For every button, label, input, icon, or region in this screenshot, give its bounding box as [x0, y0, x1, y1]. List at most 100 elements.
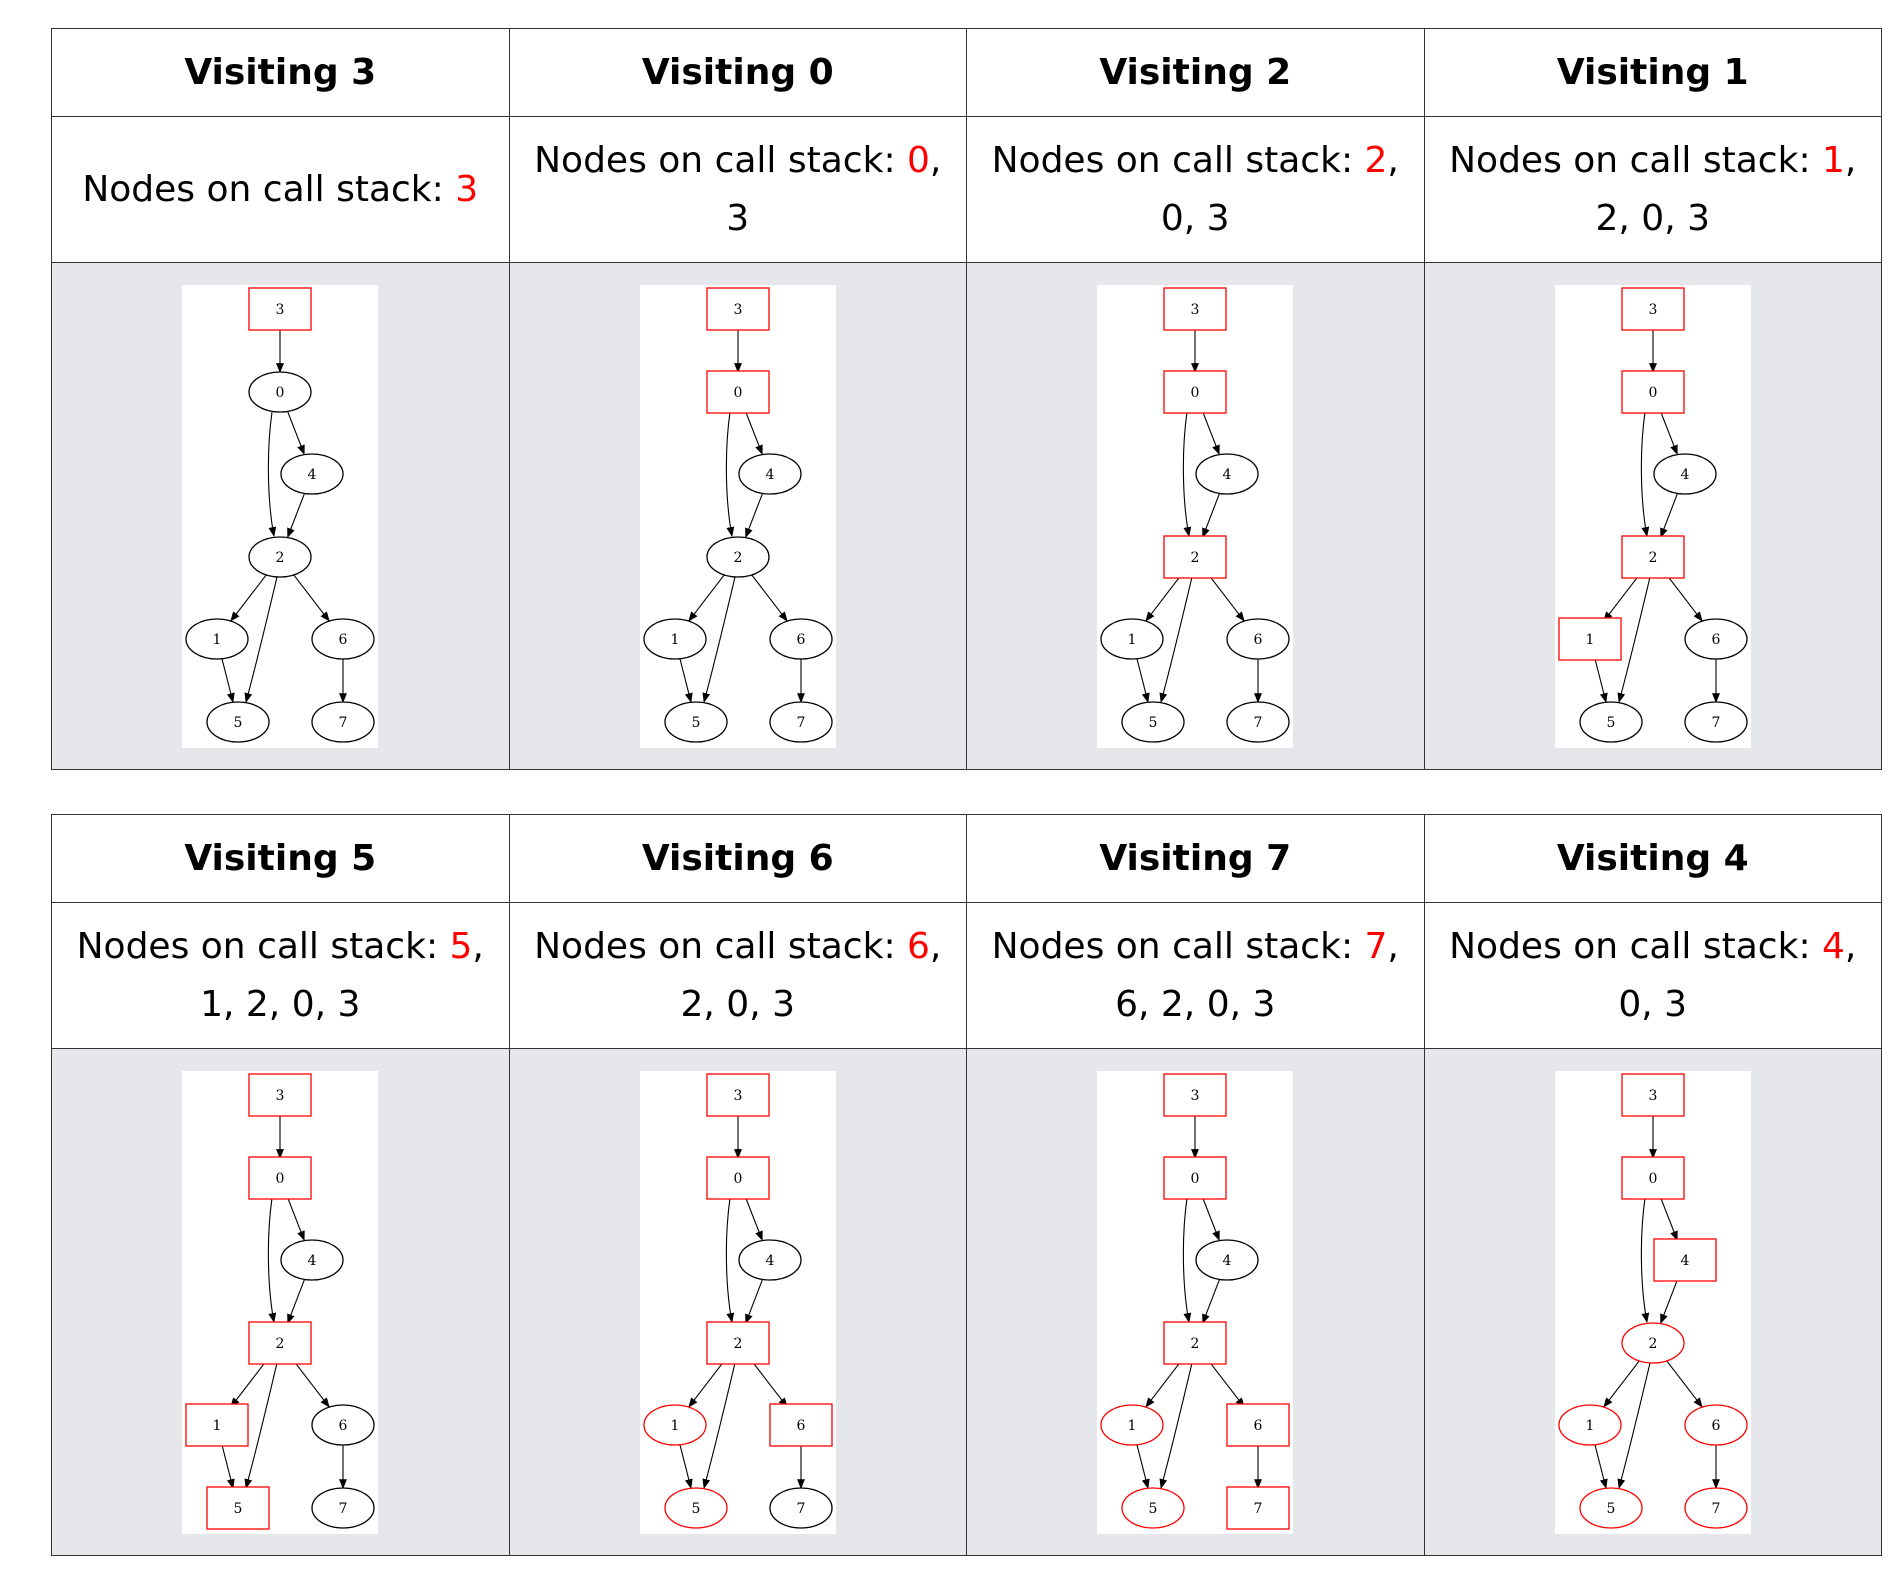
graph-node-label: 4 [308, 467, 317, 483]
graph-node-3: 3 [706, 1072, 770, 1117]
graph-node-label: 6 [796, 1418, 805, 1434]
graph-node-label: 2 [1648, 550, 1657, 566]
graph-node-5: 5 [1121, 1486, 1185, 1529]
graph-node-2: 2 [1163, 1320, 1227, 1365]
graph-node-label: 7 [796, 715, 805, 731]
graph-node-label: 2 [733, 1336, 742, 1352]
graph-edge [688, 574, 725, 622]
graph-node-2: 2 [706, 535, 770, 578]
graph-node-label: 7 [339, 1501, 348, 1517]
graph-node-label: 5 [1149, 1501, 1158, 1517]
graph-node-5: 5 [1579, 700, 1643, 743]
graph-node-1: 1 [1558, 1403, 1622, 1446]
graph-node-label: 5 [691, 715, 700, 731]
graph-node-7: 7 [311, 1486, 375, 1529]
graph-node-label: 7 [1711, 1501, 1720, 1517]
graph-node-0: 0 [706, 1155, 770, 1200]
graph-node-1: 1 [1100, 1403, 1164, 1446]
graph-node-label: 0 [1648, 1171, 1657, 1187]
graph-node-label: 1 [1128, 632, 1137, 648]
graph-node-2: 2 [248, 535, 312, 578]
graph-node-label: 7 [1254, 1501, 1263, 1517]
graph-cell: 3 0 4 2 1 6 5 7 [966, 262, 1425, 770]
graph-edge [1603, 1360, 1640, 1408]
graph-diagram: 3 0 4 2 1 6 5 7 [1097, 1070, 1294, 1534]
graph-node-6: 6 [769, 617, 833, 660]
graph-node-label: 5 [234, 1501, 243, 1517]
steps-table-top: Visiting 3 Visiting 0 Visiting 2 Visitin… [51, 28, 1882, 770]
graph-node-6: 6 [769, 1402, 833, 1447]
graph-diagram: 3 0 4 2 1 6 5 7 [182, 284, 379, 748]
graph-edge [293, 574, 330, 622]
graph-node-label: 1 [670, 1418, 679, 1434]
graph-edge [1202, 493, 1221, 538]
graph-node-label: 3 [1191, 1088, 1200, 1104]
current-node-label: 2 [1364, 139, 1388, 181]
graph-edge [230, 1360, 267, 1408]
graph-edge [702, 1362, 736, 1489]
step-title: Visiting 4 [1423, 814, 1882, 903]
graph-node-label: 5 [1606, 1501, 1615, 1517]
graph-edge [1594, 1444, 1608, 1489]
graph-node-label: 3 [276, 302, 285, 318]
graph-edge [744, 1279, 763, 1324]
graph-node-4: 4 [280, 1238, 344, 1281]
graph-node-7: 7 [769, 1486, 833, 1529]
graph-node-6: 6 [1684, 617, 1748, 660]
graph-node-label: 1 [1585, 632, 1594, 648]
graph-node-6: 6 [1684, 1403, 1748, 1446]
graph-cell: 3 0 4 2 1 6 5 7 [51, 262, 510, 770]
graph-node-3: 3 [1621, 1072, 1685, 1117]
graph-node-label: 1 [670, 632, 679, 648]
graph-node-label: 4 [765, 467, 774, 483]
graph-node-3: 3 [248, 286, 312, 331]
graph-node-5: 5 [664, 1486, 728, 1529]
graph-edge [1159, 576, 1193, 703]
graph-node-label: 0 [1191, 385, 1200, 401]
graph-edge [745, 411, 763, 455]
graph-diagram: 3 0 4 2 1 6 5 7 [639, 1070, 836, 1534]
graph-node-6: 6 [1226, 617, 1290, 660]
graph-edge [1603, 574, 1640, 622]
graph-node-1: 1 [1558, 616, 1622, 661]
graph-edge [230, 574, 267, 622]
graph-edge [1202, 411, 1220, 455]
step-title: Visiting 0 [508, 28, 967, 117]
graph-node-label: 6 [339, 1418, 348, 1434]
graph-edge [287, 493, 306, 538]
graph-edge [744, 493, 763, 538]
graph-cell: 3 0 4 2 1 6 5 7 [1423, 262, 1882, 770]
graph-edge [1183, 411, 1192, 537]
graph-edge [244, 1362, 278, 1489]
graph-node-7: 7 [1684, 700, 1748, 743]
graph-edge [268, 1197, 277, 1323]
graph-node-label: 4 [308, 1253, 317, 1269]
graph-diagram: 3 0 4 2 1 6 5 7 [1554, 1070, 1751, 1534]
graph-node-label: 3 [1191, 302, 1200, 318]
graph-node-label: 3 [1648, 302, 1657, 318]
graph-edge [287, 411, 305, 455]
graph-edge [1183, 1197, 1192, 1323]
graph-node-3: 3 [1621, 286, 1685, 331]
graph-node-4: 4 [280, 452, 344, 495]
graph-edge [221, 658, 235, 703]
graph-node-0: 0 [1163, 1155, 1227, 1200]
steps-table-bottom: Visiting 5 Visiting 6 Visiting 7 Visitin… [51, 814, 1882, 1556]
graph-diagram: 3 0 4 2 1 6 5 7 [1554, 284, 1751, 748]
graph-node-label: 6 [1711, 632, 1720, 648]
graph-node-4: 4 [738, 452, 802, 495]
graph-node-0: 0 [1621, 369, 1685, 414]
graph-node-label: 5 [1606, 715, 1615, 731]
graph-node-4: 4 [1195, 452, 1259, 495]
call-stack-text: Nodes on call stack: 3 [51, 116, 510, 263]
call-stack-text: Nodes on call stack: 1, 2, 0, 3 [1423, 116, 1882, 263]
graph-node-3: 3 [1163, 286, 1227, 331]
graph-node-2: 2 [1621, 534, 1685, 579]
step-title: Visiting 1 [1423, 28, 1882, 117]
current-node-label: 0 [907, 139, 930, 181]
graph-node-1: 1 [643, 617, 707, 660]
graph-node-1: 1 [643, 1403, 707, 1446]
call-stack-text: Nodes on call stack: 5, 1, 2, 0, 3 [51, 902, 510, 1049]
graph-edge [1660, 1197, 1678, 1241]
graph-cell: 3 0 4 2 1 6 5 7 [508, 262, 967, 770]
